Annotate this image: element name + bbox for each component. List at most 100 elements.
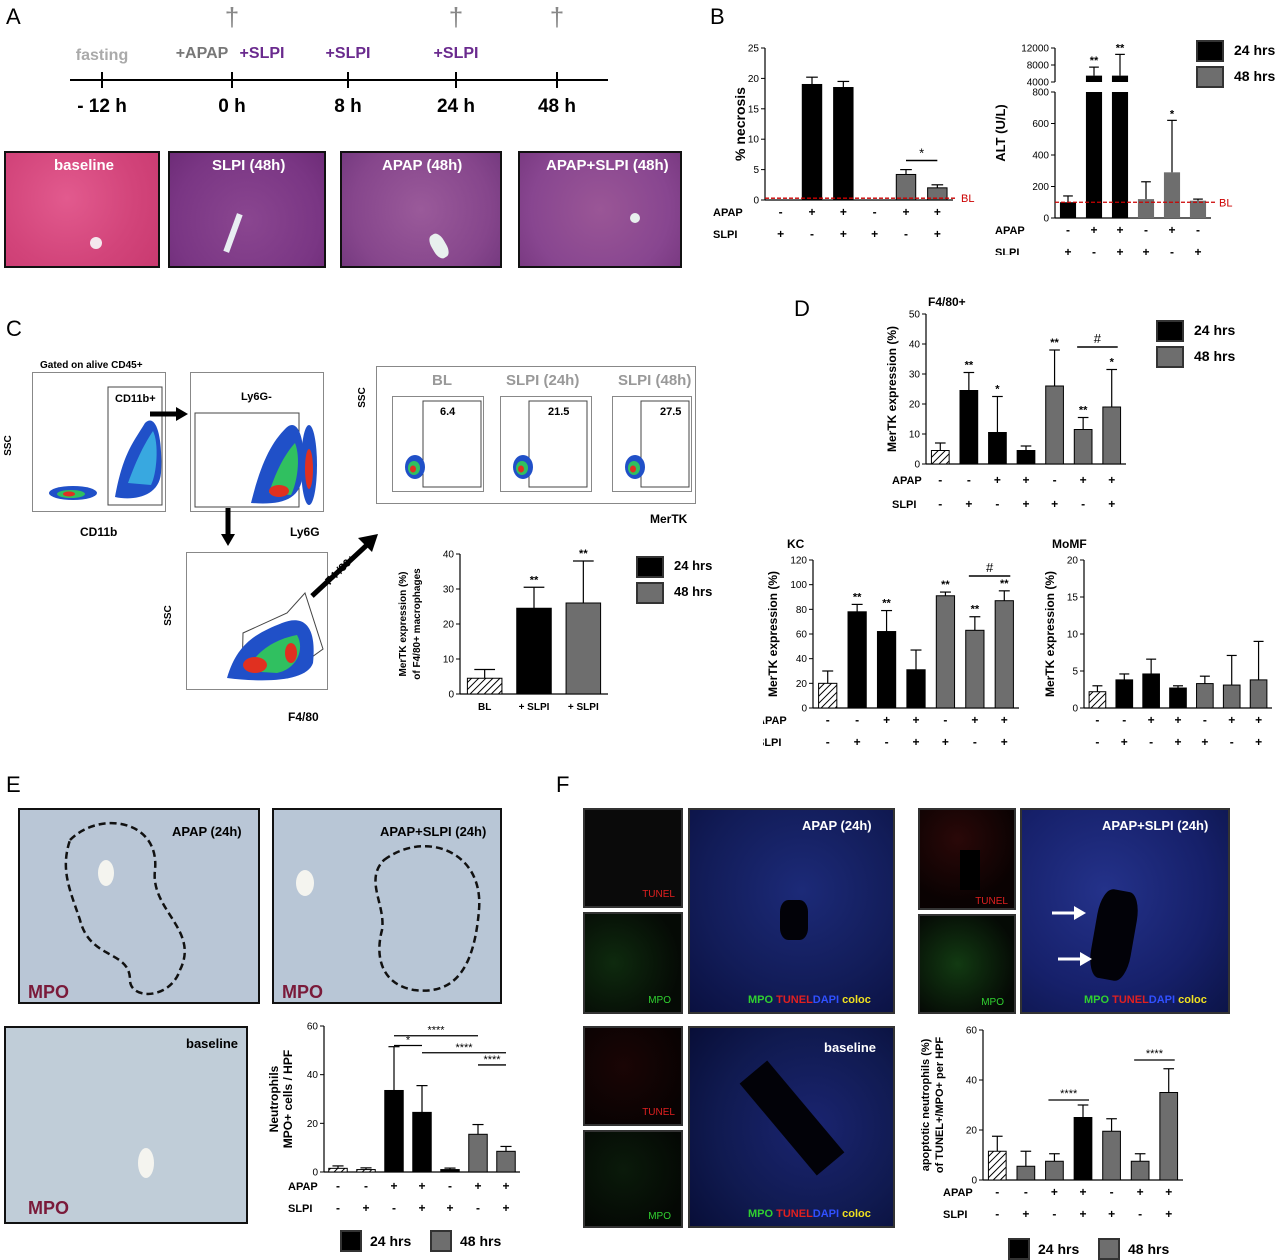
apap-sign: + bbox=[1080, 473, 1087, 487]
slpi-sign: - bbox=[336, 1201, 340, 1215]
apap-sign: + bbox=[474, 1179, 481, 1193]
timeline-event: +SLPI bbox=[326, 45, 371, 62]
apap-sign: + bbox=[1079, 1185, 1086, 1199]
bar bbox=[801, 83, 823, 201]
slpi-sign: + bbox=[362, 1201, 369, 1215]
y-tick-label: 200 bbox=[1032, 182, 1049, 193]
image-label: baseline bbox=[824, 1040, 877, 1055]
panel-b-label: B bbox=[710, 4, 725, 29]
bar bbox=[1045, 385, 1064, 465]
significance-label: ** bbox=[882, 598, 891, 610]
legend-label: 48 hrs bbox=[460, 1233, 502, 1249]
category-label: + SLPI bbox=[519, 702, 550, 713]
bar bbox=[1102, 406, 1122, 465]
y-axis-label: of TUNEL+/MPO+ per HPF bbox=[934, 1037, 946, 1174]
slpi-sign: - bbox=[826, 735, 830, 747]
y-tick-label: 20 bbox=[307, 1119, 319, 1130]
bar bbox=[895, 173, 917, 201]
y-tick-label: 20 bbox=[909, 400, 921, 411]
mertk-percentage: 6.4 bbox=[440, 406, 456, 418]
bar bbox=[440, 1169, 460, 1173]
y-axis-label: Neutrophils bbox=[267, 1065, 281, 1132]
significance-label: ** bbox=[579, 548, 588, 560]
row-label: SLPI bbox=[892, 499, 916, 511]
y-tick-label: 40 bbox=[307, 1070, 319, 1081]
gate-label: CD11b+ bbox=[115, 393, 156, 405]
y-tick-label: 0 bbox=[753, 196, 759, 207]
bar bbox=[987, 1150, 1007, 1181]
slpi-sign: + bbox=[854, 735, 861, 747]
histology-label: APAP (48h) bbox=[382, 157, 463, 174]
legend-swatch bbox=[1196, 66, 1224, 89]
y-tick-label: 0 bbox=[448, 690, 454, 701]
legend-label: 24 hrs bbox=[370, 1233, 412, 1249]
apap-sign: - bbox=[1053, 473, 1057, 487]
bar bbox=[930, 450, 950, 465]
bar bbox=[565, 602, 602, 695]
apoptotic-chart: 0 20 40 60 apoptotic neutrophils (%) of TUNEL… bbox=[920, 1026, 1183, 1221]
arrow-down-icon bbox=[221, 508, 235, 546]
tunel-label: TUNEL bbox=[642, 889, 675, 900]
ssc-label: SSC bbox=[356, 387, 368, 408]
dapi-text: DAPI bbox=[812, 994, 840, 1006]
apap-sign: + bbox=[808, 205, 815, 219]
row-label: SLPI bbox=[995, 247, 1019, 255]
mertk-flow-plot bbox=[392, 396, 484, 492]
slpi-sign: - bbox=[1149, 735, 1153, 747]
mertk-flow-plot bbox=[612, 396, 692, 492]
category-label: BL bbox=[478, 702, 491, 713]
legend-swatch bbox=[1098, 1238, 1120, 1260]
apap-sign: - bbox=[1066, 223, 1070, 237]
slpi-sign: + bbox=[1022, 497, 1029, 511]
apap-sign: + bbox=[1137, 1185, 1144, 1199]
baseline-label: BL bbox=[1219, 197, 1232, 209]
y-axis-label: MerTK expression (%) bbox=[885, 326, 899, 452]
histology-label: APAP+SLPI (48h) bbox=[546, 157, 669, 174]
row-label: APAP bbox=[713, 207, 743, 219]
y-tick-label: 20 bbox=[1067, 556, 1079, 567]
category-label: + SLPI bbox=[568, 702, 599, 713]
dagger-icon: † bbox=[225, 2, 239, 32]
y-axis-label: MerTK expression (%) bbox=[766, 571, 780, 697]
slpi-sign: - bbox=[1138, 1207, 1142, 1221]
y-tick-label: 800 bbox=[1032, 88, 1049, 99]
bar bbox=[1159, 1092, 1179, 1181]
slpi-sign: + bbox=[418, 1201, 425, 1215]
bar bbox=[1016, 450, 1036, 465]
bar bbox=[356, 1169, 376, 1173]
apap-sign: + bbox=[902, 205, 909, 219]
bar bbox=[1189, 200, 1207, 218]
panel-e-label: E bbox=[6, 772, 21, 797]
slpi-sign: - bbox=[904, 227, 908, 241]
legend-label: 24 hrs bbox=[1038, 1241, 1080, 1257]
arrow-icon bbox=[150, 407, 188, 421]
bar bbox=[496, 1150, 516, 1173]
bar bbox=[906, 669, 926, 709]
arrow-icon bbox=[1052, 906, 1086, 920]
mertk-percentage: 27.5 bbox=[660, 406, 682, 418]
apap-sign: - bbox=[826, 713, 830, 727]
bar bbox=[1130, 1160, 1150, 1181]
panel-c-label: C bbox=[6, 316, 22, 341]
bar bbox=[1115, 679, 1134, 709]
timeline-time: 24 h bbox=[437, 96, 475, 117]
mertk-axis: MerTK bbox=[650, 512, 688, 526]
cd11b-axis: CD11b bbox=[80, 525, 118, 539]
significance-label: **** bbox=[483, 1054, 501, 1066]
apap-sign: - bbox=[995, 1185, 999, 1199]
y-axis-label: MerTK expression (%) bbox=[398, 571, 409, 676]
c-mertk-chart: 0 10 20 30 40 MerTK expression (%) of F4/80+ m… bbox=[398, 548, 608, 713]
histology-baseline: baseline bbox=[4, 151, 160, 268]
apap-sign: - bbox=[1203, 713, 1207, 727]
apap-sign: - bbox=[448, 1179, 452, 1193]
significance-label: ** bbox=[1000, 578, 1009, 590]
ly6g-axis: Ly6G bbox=[290, 525, 320, 539]
row-label: SLPI bbox=[713, 229, 737, 241]
mpo-apap: APAP (24h) MPO bbox=[18, 808, 260, 1004]
slpi-sign: - bbox=[1230, 735, 1234, 747]
y-axis-label: ALT (U/L) bbox=[993, 104, 1008, 162]
bar bbox=[1142, 673, 1160, 709]
bar bbox=[1102, 1130, 1121, 1181]
mpo-label: MPO bbox=[981, 997, 1004, 1008]
image-label: APAP (24h) bbox=[172, 824, 242, 839]
